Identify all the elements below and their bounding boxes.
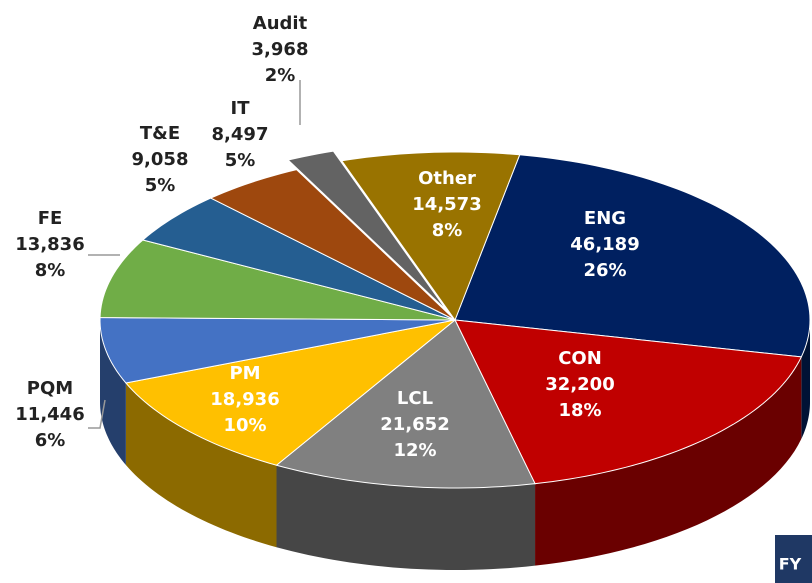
slice — [209, 169, 456, 321]
value-label: 9,058 — [132, 149, 189, 170]
slice-side — [276, 465, 536, 570]
percent-label: 18% — [558, 400, 601, 421]
value-label: 46,189 — [570, 234, 639, 255]
value-label: 32,200 — [545, 374, 614, 395]
category-label: CON — [558, 348, 602, 369]
value-label: 14,573 — [412, 194, 481, 215]
slice — [340, 151, 521, 322]
slice-side — [535, 356, 802, 566]
value-label: 18,936 — [210, 389, 279, 410]
value-label: 13,836 — [15, 234, 84, 255]
percent-label: 10% — [223, 415, 266, 436]
category-label: T&E — [140, 123, 180, 144]
category-label: FE — [38, 208, 63, 229]
category-label: Audit — [253, 13, 308, 34]
percent-label: 2% — [265, 65, 296, 86]
percent-label: 8% — [35, 260, 66, 281]
percent-label: 26% — [583, 260, 626, 281]
slice — [454, 319, 803, 485]
slice — [124, 319, 456, 466]
percent-label: 12% — [393, 440, 436, 461]
slice — [287, 150, 447, 311]
category-label: PM — [229, 363, 260, 384]
slice-side — [125, 382, 277, 548]
percent-label: 5% — [145, 175, 176, 196]
category-label: LCL — [397, 388, 433, 409]
pie: ENG 46,189 26% CON 32,200 18% LCL 21,652 12% PM 18… — [15, 13, 811, 570]
slice-side — [801, 320, 810, 439]
percent-label: 5% — [225, 150, 256, 171]
category-label: Other — [418, 168, 476, 189]
leader-line — [88, 399, 106, 429]
slice — [99, 239, 456, 321]
slice-side — [100, 320, 126, 465]
category-label: IT — [231, 98, 251, 119]
footer-label: FY — [779, 555, 802, 574]
percent-label: 8% — [432, 220, 463, 241]
percent-label: 6% — [35, 430, 66, 451]
value-label: 11,446 — [15, 404, 84, 425]
value-label: 8,497 — [212, 124, 269, 145]
category-label: PQM — [27, 378, 73, 399]
value-label: 3,968 — [252, 39, 309, 60]
footer-box — [775, 535, 812, 583]
value-label: 21,652 — [380, 414, 449, 435]
category-label: ENG — [584, 208, 626, 229]
slice — [99, 317, 456, 384]
slice — [141, 197, 456, 321]
slice — [454, 154, 811, 358]
slice — [275, 319, 536, 489]
